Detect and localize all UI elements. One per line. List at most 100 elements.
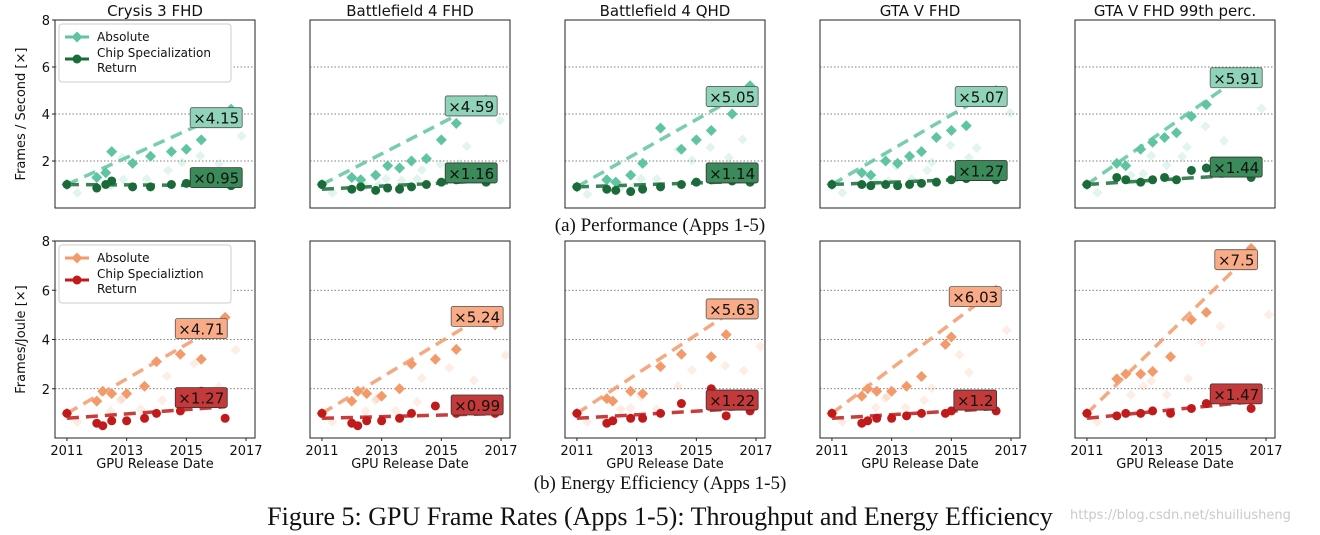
- return-point: [608, 416, 618, 426]
- return-point: [905, 180, 915, 189]
- return-point: [92, 183, 102, 193]
- absolute-ratio-label-box: [948, 286, 1002, 308]
- background-point: [381, 173, 392, 184]
- y-tick-label: 4: [42, 108, 50, 123]
- background-point: [720, 360, 731, 371]
- plot-frame: [1074, 19, 1276, 209]
- absolute-point: [915, 370, 927, 382]
- x-tick-label: 2013: [620, 444, 653, 459]
- absolute-trend-line: [576, 87, 751, 189]
- plot-frame: [564, 19, 766, 209]
- background-point: [1256, 103, 1267, 114]
- background-point: [176, 157, 187, 168]
- background-point: [705, 142, 716, 153]
- background-point: [1092, 416, 1103, 427]
- absolute-ratio-label-text: ×7.5: [1218, 252, 1254, 270]
- absolute-point: [865, 169, 877, 181]
- figure-caption: Figure 5: GPU Frame Rates (Apps 1-5): Th…: [267, 502, 1053, 531]
- absolute-trend-line: [321, 307, 496, 415]
- absolute-point: [945, 124, 957, 136]
- x-tick-label: 2015: [1190, 444, 1223, 459]
- return-point: [406, 408, 416, 418]
- background-point: [1138, 381, 1149, 392]
- return-point: [602, 184, 612, 194]
- x-tick-label: 2015: [680, 444, 713, 459]
- return-point: [1166, 408, 1176, 418]
- absolute-point: [127, 157, 139, 169]
- background-point: [500, 350, 511, 361]
- background-point: [1005, 107, 1016, 118]
- return-point: [362, 416, 372, 426]
- legend-frame: [58, 23, 232, 83]
- return-point: [347, 184, 357, 194]
- absolute-point: [450, 117, 462, 129]
- x-tick-label: 2013: [875, 444, 908, 459]
- background-point: [922, 165, 933, 176]
- return-point: [626, 413, 636, 423]
- legend-return-label-line2: Return: [97, 282, 137, 296]
- absolute-ratio-label-text: ×5.63: [709, 301, 755, 319]
- background-point: [1177, 151, 1188, 162]
- background-point: [412, 397, 423, 408]
- return-ratio-label-text: ×0.99: [454, 397, 500, 415]
- x-tick-label: 2011: [50, 444, 83, 459]
- return-point: [866, 181, 876, 191]
- absolute-point: [165, 146, 177, 158]
- background-point: [963, 367, 974, 378]
- plot-frame: [1074, 240, 1276, 439]
- panel-b-5: ×7.5 ×1.47 2011 2013 2015 2017 GPU Release Dat…: [1070, 240, 1283, 472]
- x-tick-label: 2013: [1130, 444, 1163, 459]
- absolute-point: [675, 348, 687, 360]
- absolute-point: [180, 143, 192, 155]
- absolute-point: [1200, 99, 1212, 111]
- return-trend-line: [66, 404, 226, 421]
- plot-frame: [309, 240, 511, 439]
- return-point: [881, 180, 891, 189]
- background-point: [926, 157, 937, 168]
- background-point: [495, 115, 506, 126]
- return-point: [1112, 411, 1122, 421]
- return-point: [872, 413, 882, 423]
- absolute-point: [376, 390, 388, 402]
- panel-b-4: ×6.03 ×1.2 2011 2013 2015 2017 GPU Release Dat…: [815, 240, 1028, 472]
- y-axis-label: Frames / Second [×]: [14, 48, 29, 181]
- absolute-point: [1135, 143, 1147, 155]
- legend-return-label-line1: Chip Specialization: [97, 46, 211, 60]
- panel-a-2: ×4.59 ×1.16 Battlefield 4 FHD: [309, 2, 511, 209]
- panel-title: GTA V FHD 99th perc.: [1094, 2, 1256, 20]
- return-point: [395, 413, 405, 423]
- background-point: [1218, 135, 1229, 146]
- background-point: [963, 152, 974, 163]
- background-point: [723, 152, 734, 163]
- absolute-point: [346, 395, 358, 407]
- return-ratio-label-box: [174, 387, 228, 409]
- x-axis-label: GPU Release Date: [96, 457, 214, 472]
- background-point: [236, 130, 247, 141]
- return-point: [676, 399, 686, 409]
- plot-frame: [564, 240, 766, 439]
- absolute-point: [607, 395, 619, 407]
- absolute-point: [655, 122, 667, 134]
- x-tick-label: 2015: [170, 444, 203, 459]
- background-point: [900, 402, 911, 413]
- return-point: [1186, 165, 1196, 175]
- return-point: [638, 413, 648, 423]
- absolute-point: [106, 146, 118, 158]
- background-point: [1138, 168, 1149, 179]
- absolute-point: [1147, 136, 1159, 148]
- return-point: [430, 401, 440, 411]
- panel-b-2: ×5.24 ×0.99 2011 2013 2015 2017 GPU Release Da…: [305, 240, 518, 472]
- return-point: [107, 416, 117, 426]
- return-ratio-label-text: ×1.2: [957, 392, 993, 410]
- return-point: [1171, 175, 1181, 185]
- background-point: [1161, 160, 1172, 171]
- efficiency-caption: (b) Energy Efficiency (Apps 1-5): [533, 473, 787, 494]
- background-point: [1146, 150, 1157, 161]
- background-point: [416, 164, 427, 175]
- absolute-point: [610, 176, 622, 188]
- legend-frame: [58, 244, 232, 304]
- absolute-ratio-label-box: [954, 86, 1008, 107]
- return-point: [887, 413, 897, 423]
- legend-absolute-marker: [71, 252, 83, 264]
